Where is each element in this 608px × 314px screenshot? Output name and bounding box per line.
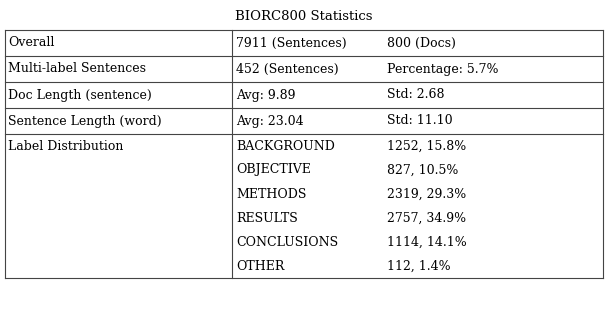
Text: Std: 11.10: Std: 11.10 <box>387 115 453 127</box>
Text: Percentage: 5.7%: Percentage: 5.7% <box>387 62 499 75</box>
Text: 2757, 34.9%: 2757, 34.9% <box>387 212 466 225</box>
Text: Sentence Length (word): Sentence Length (word) <box>8 115 162 127</box>
Text: OBJECTIVE: OBJECTIVE <box>237 164 311 176</box>
Text: Doc Length (sentence): Doc Length (sentence) <box>8 89 151 101</box>
Text: CONCLUSIONS: CONCLUSIONS <box>237 236 339 248</box>
Text: 827, 10.5%: 827, 10.5% <box>387 164 458 176</box>
Text: 1114, 14.1%: 1114, 14.1% <box>387 236 467 248</box>
Text: RESULTS: RESULTS <box>237 212 298 225</box>
Text: 2319, 29.3%: 2319, 29.3% <box>387 187 466 201</box>
Text: Overall: Overall <box>8 36 54 50</box>
Text: Avg: 9.89: Avg: 9.89 <box>237 89 295 101</box>
Text: 1252, 15.8%: 1252, 15.8% <box>387 139 466 153</box>
Text: Avg: 23.04: Avg: 23.04 <box>237 115 304 127</box>
Text: 7911 (Sentences): 7911 (Sentences) <box>237 36 347 50</box>
Text: 452 (Sentences): 452 (Sentences) <box>237 62 339 75</box>
Text: BACKGROUND: BACKGROUND <box>237 139 335 153</box>
Text: 112, 1.4%: 112, 1.4% <box>387 259 451 273</box>
Text: Multi-label Sentences: Multi-label Sentences <box>8 62 146 75</box>
Text: METHODS: METHODS <box>237 187 306 201</box>
Text: Std: 2.68: Std: 2.68 <box>387 89 444 101</box>
Text: OTHER: OTHER <box>237 259 285 273</box>
Text: BIORC800 Statistics: BIORC800 Statistics <box>235 10 373 23</box>
Text: 800 (Docs): 800 (Docs) <box>387 36 456 50</box>
Text: Label Distribution: Label Distribution <box>8 139 123 153</box>
